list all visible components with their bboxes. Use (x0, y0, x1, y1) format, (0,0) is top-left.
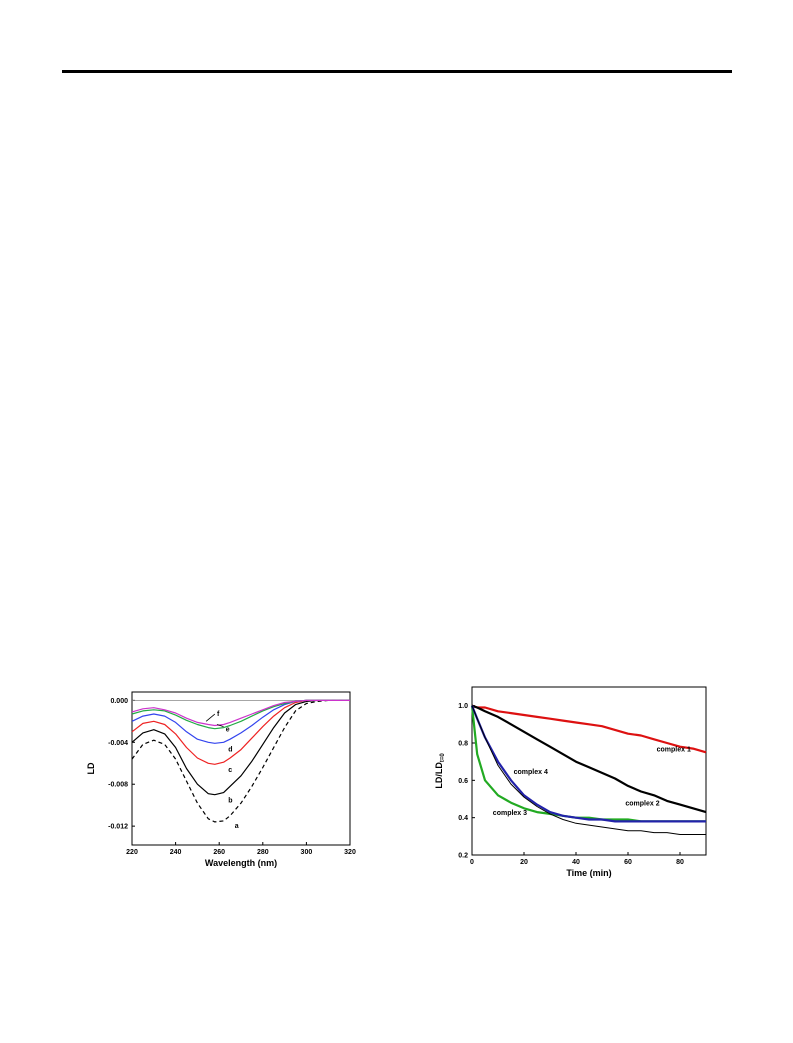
ld-spectrum-chart: 220 240 260 280 300 320 0.000 -0.004 -0.008 -0.01… (82, 680, 367, 875)
series-label-complex-3: complex 3 (493, 810, 527, 817)
series-complex-2-line (471, 704, 707, 814)
y-axis-label-subscript: t=0 (440, 753, 446, 763)
y-tick-label: 0.000 (110, 698, 128, 705)
x-tick-label: 240 (170, 849, 182, 856)
series-b-line (131, 699, 350, 796)
x-tick-label: 20 (520, 859, 528, 866)
series-f-line (131, 699, 350, 727)
series-label-b: b (228, 798, 232, 805)
x-tick-label: 80 (676, 859, 684, 866)
y-tick-label: 0.2 (458, 853, 468, 860)
series-complex-1-line (471, 704, 707, 754)
series-label-c: c (228, 767, 232, 774)
fit-curve-line (471, 705, 706, 835)
x-axis-label: Time (min) (566, 868, 611, 878)
x-tick-label: 280 (257, 849, 269, 856)
series-label-complex-2: complex 2 (625, 801, 659, 808)
y-axis-label: LD/LDt=0 (434, 753, 446, 789)
y-axis-label: LD (86, 762, 96, 774)
ld-spectrum-svg: 220 240 260 280 300 320 0.000 -0.004 -0.008 -0.01… (86, 691, 356, 868)
y-tick-label: 0.6 (458, 778, 468, 785)
header-rule (62, 70, 732, 73)
x-tick-label: 320 (344, 849, 356, 856)
series-a-line (131, 699, 350, 823)
x-tick-label: 220 (126, 849, 138, 856)
ld-kinetics-svg: 0 20 40 60 80 0.2 0.4 0.6 0.8 1.0 Time (min) LD/LDt… (434, 686, 707, 878)
series-label-a: a (235, 823, 239, 830)
x-tick-label: 60 (624, 859, 632, 866)
x-tick-label: 40 (572, 859, 580, 866)
x-axis-label: Wavelength (nm) (205, 858, 277, 868)
y-tick-label: 1.0 (458, 703, 468, 710)
y-tick-label: -0.008 (108, 782, 128, 789)
series-label-f: f (217, 711, 220, 718)
y-tick-label: 0.4 (458, 815, 468, 822)
series-complex-4-line (470, 705, 706, 823)
plot-frame (471, 686, 707, 856)
ld-kinetics-chart: 0 20 40 60 80 0.2 0.4 0.6 0.8 1.0 Time (min) LD/LDt… (430, 685, 720, 890)
y-tick-label: 0.8 (458, 741, 468, 748)
series-label-complex-4: complex 4 (514, 769, 548, 776)
y-tick-label: -0.012 (108, 824, 128, 831)
y-tick-label: -0.004 (108, 740, 128, 747)
x-tick-label: 300 (301, 849, 313, 856)
series-label-complex-1: complex 1 (657, 746, 691, 753)
x-tick-label: 260 (213, 849, 225, 856)
series-label-d: d (228, 746, 232, 753)
arrow-f (205, 713, 216, 722)
series-label-e: e (226, 727, 230, 734)
x-tick-label: 0 (470, 859, 474, 866)
arrow-e (216, 724, 224, 727)
plot-frame (131, 691, 351, 846)
